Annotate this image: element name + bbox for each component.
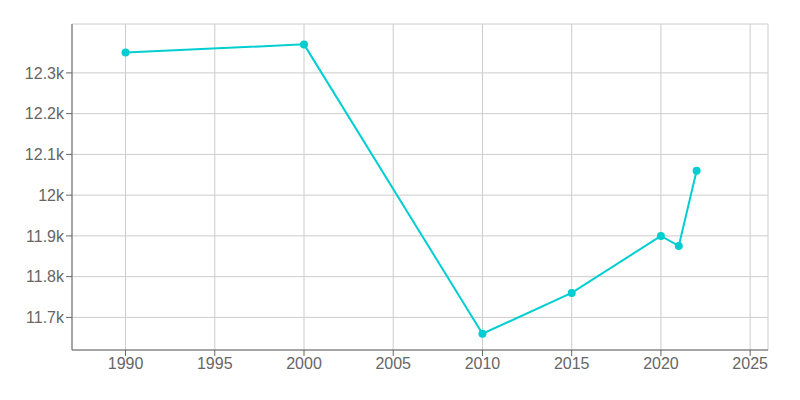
svg-text:11.8k: 11.8k <box>26 268 65 285</box>
svg-text:12.3k: 12.3k <box>25 65 65 82</box>
svg-text:12.2k: 12.2k <box>25 105 65 122</box>
svg-text:2015: 2015 <box>554 355 590 372</box>
svg-text:12.1k: 12.1k <box>25 146 65 163</box>
svg-text:1990: 1990 <box>108 355 144 372</box>
svg-text:12k: 12k <box>38 187 65 204</box>
svg-text:2010: 2010 <box>465 355 501 372</box>
svg-text:2020: 2020 <box>643 355 679 372</box>
svg-text:2005: 2005 <box>375 355 411 372</box>
svg-text:11.7k: 11.7k <box>26 309 65 326</box>
svg-text:2000: 2000 <box>286 355 322 372</box>
svg-text:2025: 2025 <box>732 355 768 372</box>
svg-text:1995: 1995 <box>197 355 233 372</box>
svg-text:11.9k: 11.9k <box>26 228 65 245</box>
